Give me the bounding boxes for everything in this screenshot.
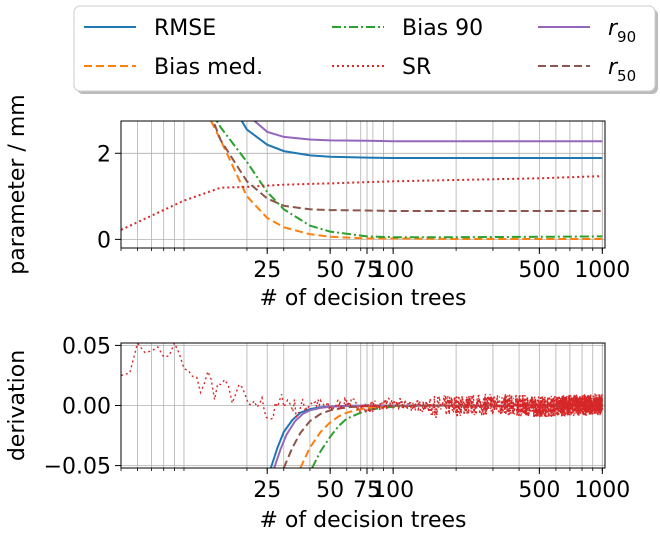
y-tick-label: 2 xyxy=(97,142,111,167)
x-tick-label: 75 xyxy=(353,258,381,283)
y-tick-label: −0.05 xyxy=(44,455,111,480)
y-tick-label: 0.00 xyxy=(62,395,111,420)
x-tick-label: 100 xyxy=(372,258,414,283)
series-line-rmse xyxy=(240,121,603,159)
legend-box xyxy=(73,5,656,92)
series-line-r50 xyxy=(212,121,603,212)
legend-label-sr: SR xyxy=(402,55,431,80)
series-line-r90 xyxy=(252,121,603,143)
x-tick-label: 500 xyxy=(518,478,560,503)
y-axis-title: derivation xyxy=(5,350,30,461)
legend-label-r90: r90 xyxy=(608,16,636,46)
legend-label-rmse: RMSE xyxy=(154,16,216,41)
x-axis-title: # of decision trees xyxy=(259,286,466,311)
x-tick-label: 100 xyxy=(372,478,414,503)
x-tick-label: 25 xyxy=(253,258,281,283)
legend-label-r50: r50 xyxy=(608,55,636,85)
x-tick-label: 50 xyxy=(316,478,344,503)
x-tick-label: 1000 xyxy=(574,258,630,283)
series-line-bias-90 xyxy=(215,121,603,239)
y-axis-title: parameter / mm xyxy=(5,94,30,274)
legend: RMSE Bias med. Bias 90 SR r90 r50 xyxy=(73,5,658,94)
series-line-sr xyxy=(121,343,603,420)
x-tick-label: 25 xyxy=(253,478,281,503)
series-line-sr xyxy=(121,175,603,231)
x-tick-label: 500 xyxy=(518,258,560,283)
plot-frame xyxy=(120,120,606,249)
legend-label-bias-90: Bias 90 xyxy=(402,16,483,41)
y-tick-label: 0.05 xyxy=(62,334,111,359)
x-axis-title: # of decision trees xyxy=(259,508,466,533)
x-tick-label: 1000 xyxy=(574,478,630,503)
y-tick-label: 0 xyxy=(97,228,111,253)
legend-label-bias-med-: Bias med. xyxy=(154,55,263,80)
x-tick-label: 50 xyxy=(316,258,344,283)
x-tick-label: 75 xyxy=(353,478,381,503)
